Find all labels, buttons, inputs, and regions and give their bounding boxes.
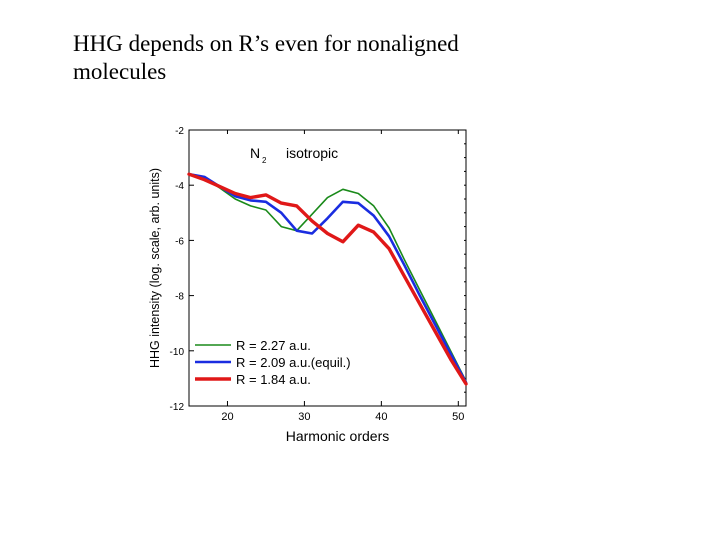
legend-label-1: R = 2.27 a.u. bbox=[236, 338, 311, 353]
y-tick-label: -12 bbox=[170, 402, 185, 413]
legend-label-2: R = 2.09 a.u.(equil.) bbox=[236, 355, 351, 370]
axis-ticks bbox=[189, 129, 466, 407]
slide-title: HHG depends on R’s even for nonaligned m… bbox=[73, 31, 459, 84]
tick-labels: 20 30 40 50 -2 -4 -6 -8 -10 -12 bbox=[170, 126, 465, 423]
series-line-2 bbox=[187, 172, 468, 384]
x-tick-label: 20 bbox=[221, 411, 233, 423]
x-axis-label: Harmonic orders bbox=[286, 428, 389, 444]
y-axis-label: HHG intensity (log. scale, arb. units) bbox=[148, 168, 162, 368]
y-tick-label: -10 bbox=[170, 347, 185, 358]
y-tick-label: -4 bbox=[175, 181, 184, 192]
legend-label-3: R = 1.84 a.u. bbox=[236, 372, 311, 387]
y-tick-label: -6 bbox=[175, 236, 184, 247]
y-tick-label: -8 bbox=[175, 292, 184, 303]
series-layer bbox=[187, 172, 468, 386]
molecule-annotation: N 2 isotropic bbox=[250, 145, 338, 165]
y-tick-label: -2 bbox=[175, 126, 184, 137]
x-tick-label: 40 bbox=[375, 411, 387, 423]
x-tick-label: 30 bbox=[298, 411, 310, 423]
molecule-symbol: N bbox=[250, 145, 260, 161]
orientation-label: isotropic bbox=[286, 145, 338, 161]
series-line-3 bbox=[187, 172, 468, 386]
series-line-1 bbox=[188, 173, 467, 383]
legend: R = 2.27 a.u. R = 2.09 a.u.(equil.) R = 1.… bbox=[195, 338, 351, 387]
molecule-subscript: 2 bbox=[262, 156, 267, 165]
x-tick-label: 50 bbox=[452, 411, 464, 423]
